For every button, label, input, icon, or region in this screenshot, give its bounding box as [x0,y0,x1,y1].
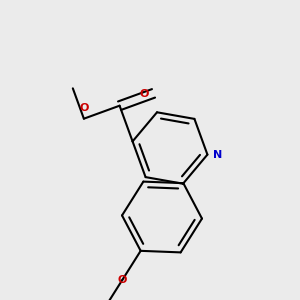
Text: O: O [79,103,88,113]
Text: N: N [213,150,223,160]
Text: O: O [139,89,148,99]
Text: O: O [118,275,127,285]
